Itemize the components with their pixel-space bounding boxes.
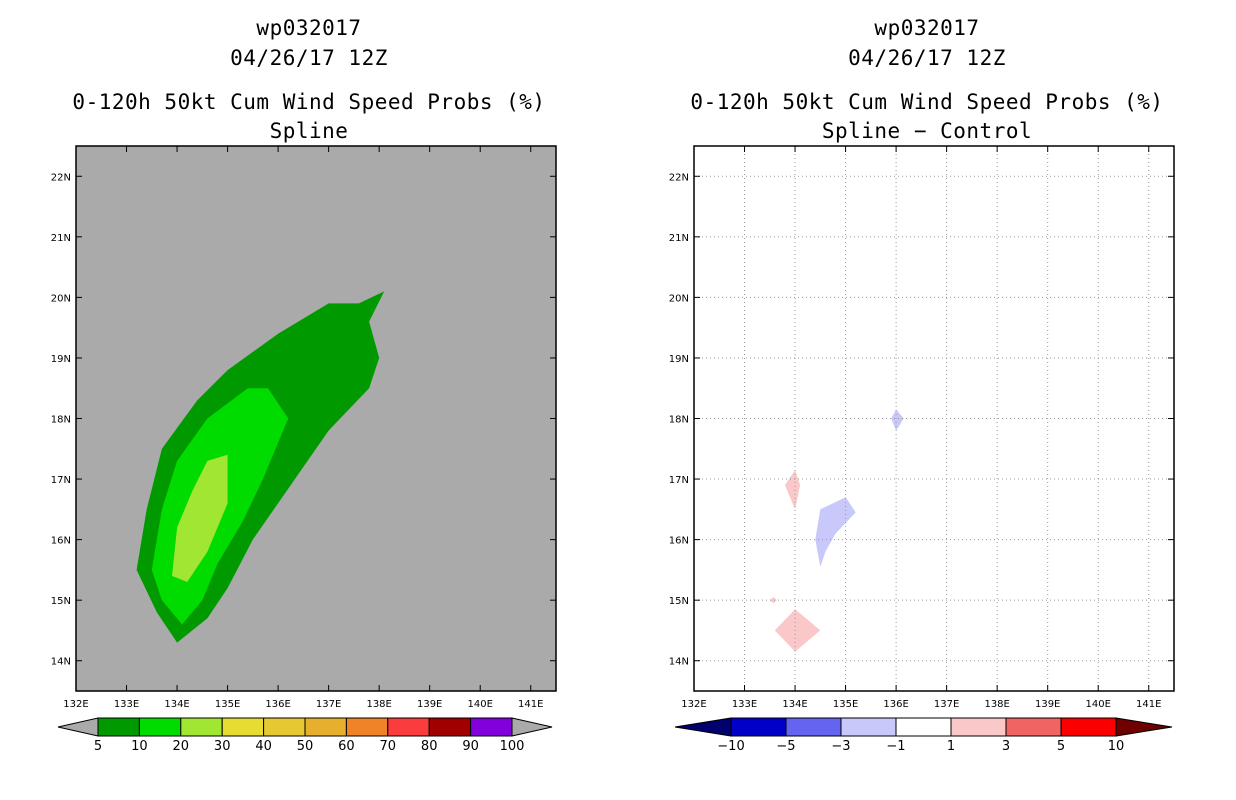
right-x-tick-label: 141E	[1136, 699, 1161, 710]
right-colorbar-swatch	[730, 717, 787, 737]
left-x-tick-label: 138E	[366, 699, 391, 710]
left-colorbar-label: 90	[462, 739, 479, 754]
left-colorbar-under-triangle	[57, 717, 99, 737]
left-colorbar-label: 20	[173, 739, 190, 754]
left-colorbar-label: 10	[131, 739, 148, 754]
right-colorbar-label: 1	[947, 739, 955, 754]
left-colorbar-label: 100	[500, 739, 525, 754]
left-y-tick-label: 21N	[51, 233, 71, 244]
left-y-tick-label: 14N	[51, 657, 71, 668]
left-x-tick-label: 139E	[417, 699, 442, 710]
right-x-tick-label: 138E	[984, 699, 1009, 710]
right-colorbar-swatch	[1060, 717, 1117, 737]
left-y-tick-label: 18N	[51, 415, 71, 426]
right-y-tick-label: 16N	[669, 536, 689, 547]
right-colorbar-label: −1	[886, 739, 905, 754]
left-x-tick-label: 137E	[316, 699, 341, 710]
left-y-tick-label: 22N	[51, 172, 71, 183]
right-x-tick-label: 139E	[1035, 699, 1060, 710]
left-colorbar-label: 30	[214, 739, 231, 754]
left-contour-2	[172, 454, 228, 582]
left-chart-title: 0-120h 50kt Cum Wind Speed Probs (%)	[72, 90, 546, 114]
right-y-tick-label: 20N	[669, 293, 689, 304]
right-y-tick-label: 22N	[669, 172, 689, 183]
right-chart-svg: 132E 133E 134E 135E 136E 137E 138E 139E 140E 141E…	[669, 145, 1175, 754]
right-contour-2	[784, 470, 801, 510]
left-colorbar-swatch	[180, 717, 223, 737]
right-colorbar-over-triangle	[1115, 717, 1173, 737]
right-x-tick-label: 135E	[833, 699, 858, 710]
left-colorbar-swatch	[97, 717, 140, 737]
right-x-tick-label: 132E	[681, 699, 706, 710]
left-y-tick-label: 19N	[51, 354, 71, 365]
right-colorbar-swatch	[785, 717, 842, 737]
right-colorbar-label: 3	[1002, 739, 1010, 754]
left-x-tick-label: 133E	[114, 699, 139, 710]
left-colorbar-swatch	[263, 717, 306, 737]
left-y-tick-label: 15N	[51, 596, 71, 607]
left-x-tick-label: 136E	[265, 699, 290, 710]
left-colorbar-swatch	[428, 717, 472, 737]
right-colorbar-swatch	[840, 717, 897, 737]
left-colorbar-swatch	[345, 717, 389, 737]
left-colorbar-label: 70	[380, 739, 397, 754]
left-colorbar-label: 60	[338, 739, 355, 754]
right-storm-id: wp032017	[874, 16, 980, 40]
right-contour-3	[769, 597, 777, 604]
right-x-tick-label: 140E	[1086, 699, 1111, 710]
right-contour-0	[891, 409, 904, 431]
right-y-tick-label: 19N	[669, 354, 689, 365]
left-storm-id: wp032017	[256, 16, 362, 40]
right-y-tick-label: 14N	[669, 657, 689, 668]
right-colorbar-label: 10	[1108, 739, 1125, 754]
left-chart-svg: 132E 133E 134E 135E 136E 137E 138E 139E 140E 141E…	[51, 145, 557, 754]
right-colorbar-swatch	[950, 717, 1007, 737]
left-x-tick-label: 134E	[164, 699, 189, 710]
left-date: 04/26/17 12Z	[230, 46, 388, 70]
left-colorbar-label: 40	[255, 739, 272, 754]
left-chart-subtitle: Spline	[269, 119, 349, 143]
right-colorbar-label: −10	[717, 739, 744, 754]
left-y-tick-label: 16N	[51, 536, 71, 547]
left-colorbar-swatch	[221, 717, 265, 737]
left-colorbar-swatch	[387, 717, 430, 737]
right-y-tick-label: 17N	[669, 475, 689, 486]
left-x-tick-label: 132E	[63, 699, 88, 710]
right-y-tick-label: 15N	[669, 596, 689, 607]
left-colorbar-swatch	[470, 717, 513, 737]
right-chart-subtitle: Spline − Control	[821, 119, 1033, 143]
left-x-tick-label: 141E	[518, 699, 543, 710]
right-x-tick-label: 137E	[934, 699, 959, 710]
right-y-tick-label: 21N	[669, 233, 689, 244]
left-colorbar-label: 5	[94, 739, 102, 754]
left-y-tick-label: 17N	[51, 475, 71, 486]
right-colorbar-label: 5	[1057, 739, 1065, 754]
left-colorbar-swatch	[138, 717, 182, 737]
right-date: 04/26/17 12Z	[848, 46, 1006, 70]
right-contour-4	[774, 609, 821, 652]
right-x-tick-label: 134E	[782, 699, 807, 710]
right-x-tick-label: 133E	[732, 699, 757, 710]
left-colorbar-over-triangle	[511, 717, 553, 737]
right-colorbar-under-triangle	[674, 717, 732, 737]
left-y-tick-label: 20N	[51, 293, 71, 304]
right-colorbar-label: −5	[776, 739, 795, 754]
left-x-tick-label: 140E	[468, 699, 493, 710]
left-chart-panel: wp032017 04/26/17 12Z 0-120h 50kt Cum Wi…	[51, 16, 557, 754]
right-chart-panel: wp032017 04/26/17 12Z 0-120h 50kt Cum Wi…	[618, 0, 1236, 800]
right-colorbar-label: −3	[831, 739, 850, 754]
right-y-tick-label: 18N	[669, 415, 689, 426]
right-x-tick-label: 136E	[883, 699, 908, 710]
left-colorbar-label: 50	[297, 739, 314, 754]
left-colorbar-label: 80	[421, 739, 438, 754]
left-colorbar-swatch	[304, 717, 347, 737]
right-chart-title: 0-120h 50kt Cum Wind Speed Probs (%)	[690, 90, 1164, 114]
left-x-tick-label: 135E	[215, 699, 240, 710]
right-colorbar-swatch	[895, 717, 952, 737]
right-colorbar-swatch	[1005, 717, 1062, 737]
